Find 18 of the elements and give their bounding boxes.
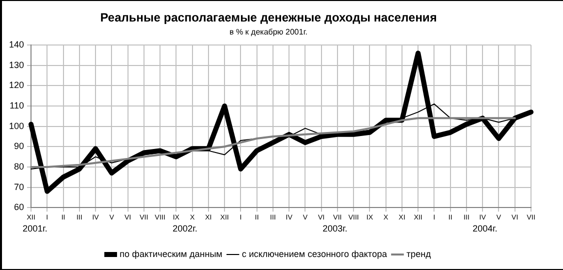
y-tick-label: 100 [8, 120, 24, 131]
y-tick-label: 60 [14, 202, 24, 212]
legend-label: с исключением сезонного фактора [242, 248, 387, 259]
y-tick-label: 110 [10, 100, 24, 110]
text: 2002г. [172, 224, 198, 234]
text: 2001г. [22, 224, 48, 234]
text: 2004г. [472, 224, 498, 234]
y-tick-label: 120 [8, 80, 24, 90]
y-tick-label: 140 [8, 39, 24, 50]
chart-title: Реальные располагаемые денежные доходы населения [100, 10, 437, 25]
y-tick-label: 130 [8, 60, 24, 70]
chart-subtitle: в % к декабрю 2001г. [230, 27, 308, 36]
y-tick-label: 90 [14, 141, 24, 152]
text: 2003г. [322, 224, 348, 234]
y-tick-label: 70 [14, 182, 24, 192]
legend-label: тренд [406, 248, 432, 259]
y-tick-label: 80 [14, 161, 24, 172]
legend-label: по фактическим данным [120, 248, 222, 259]
